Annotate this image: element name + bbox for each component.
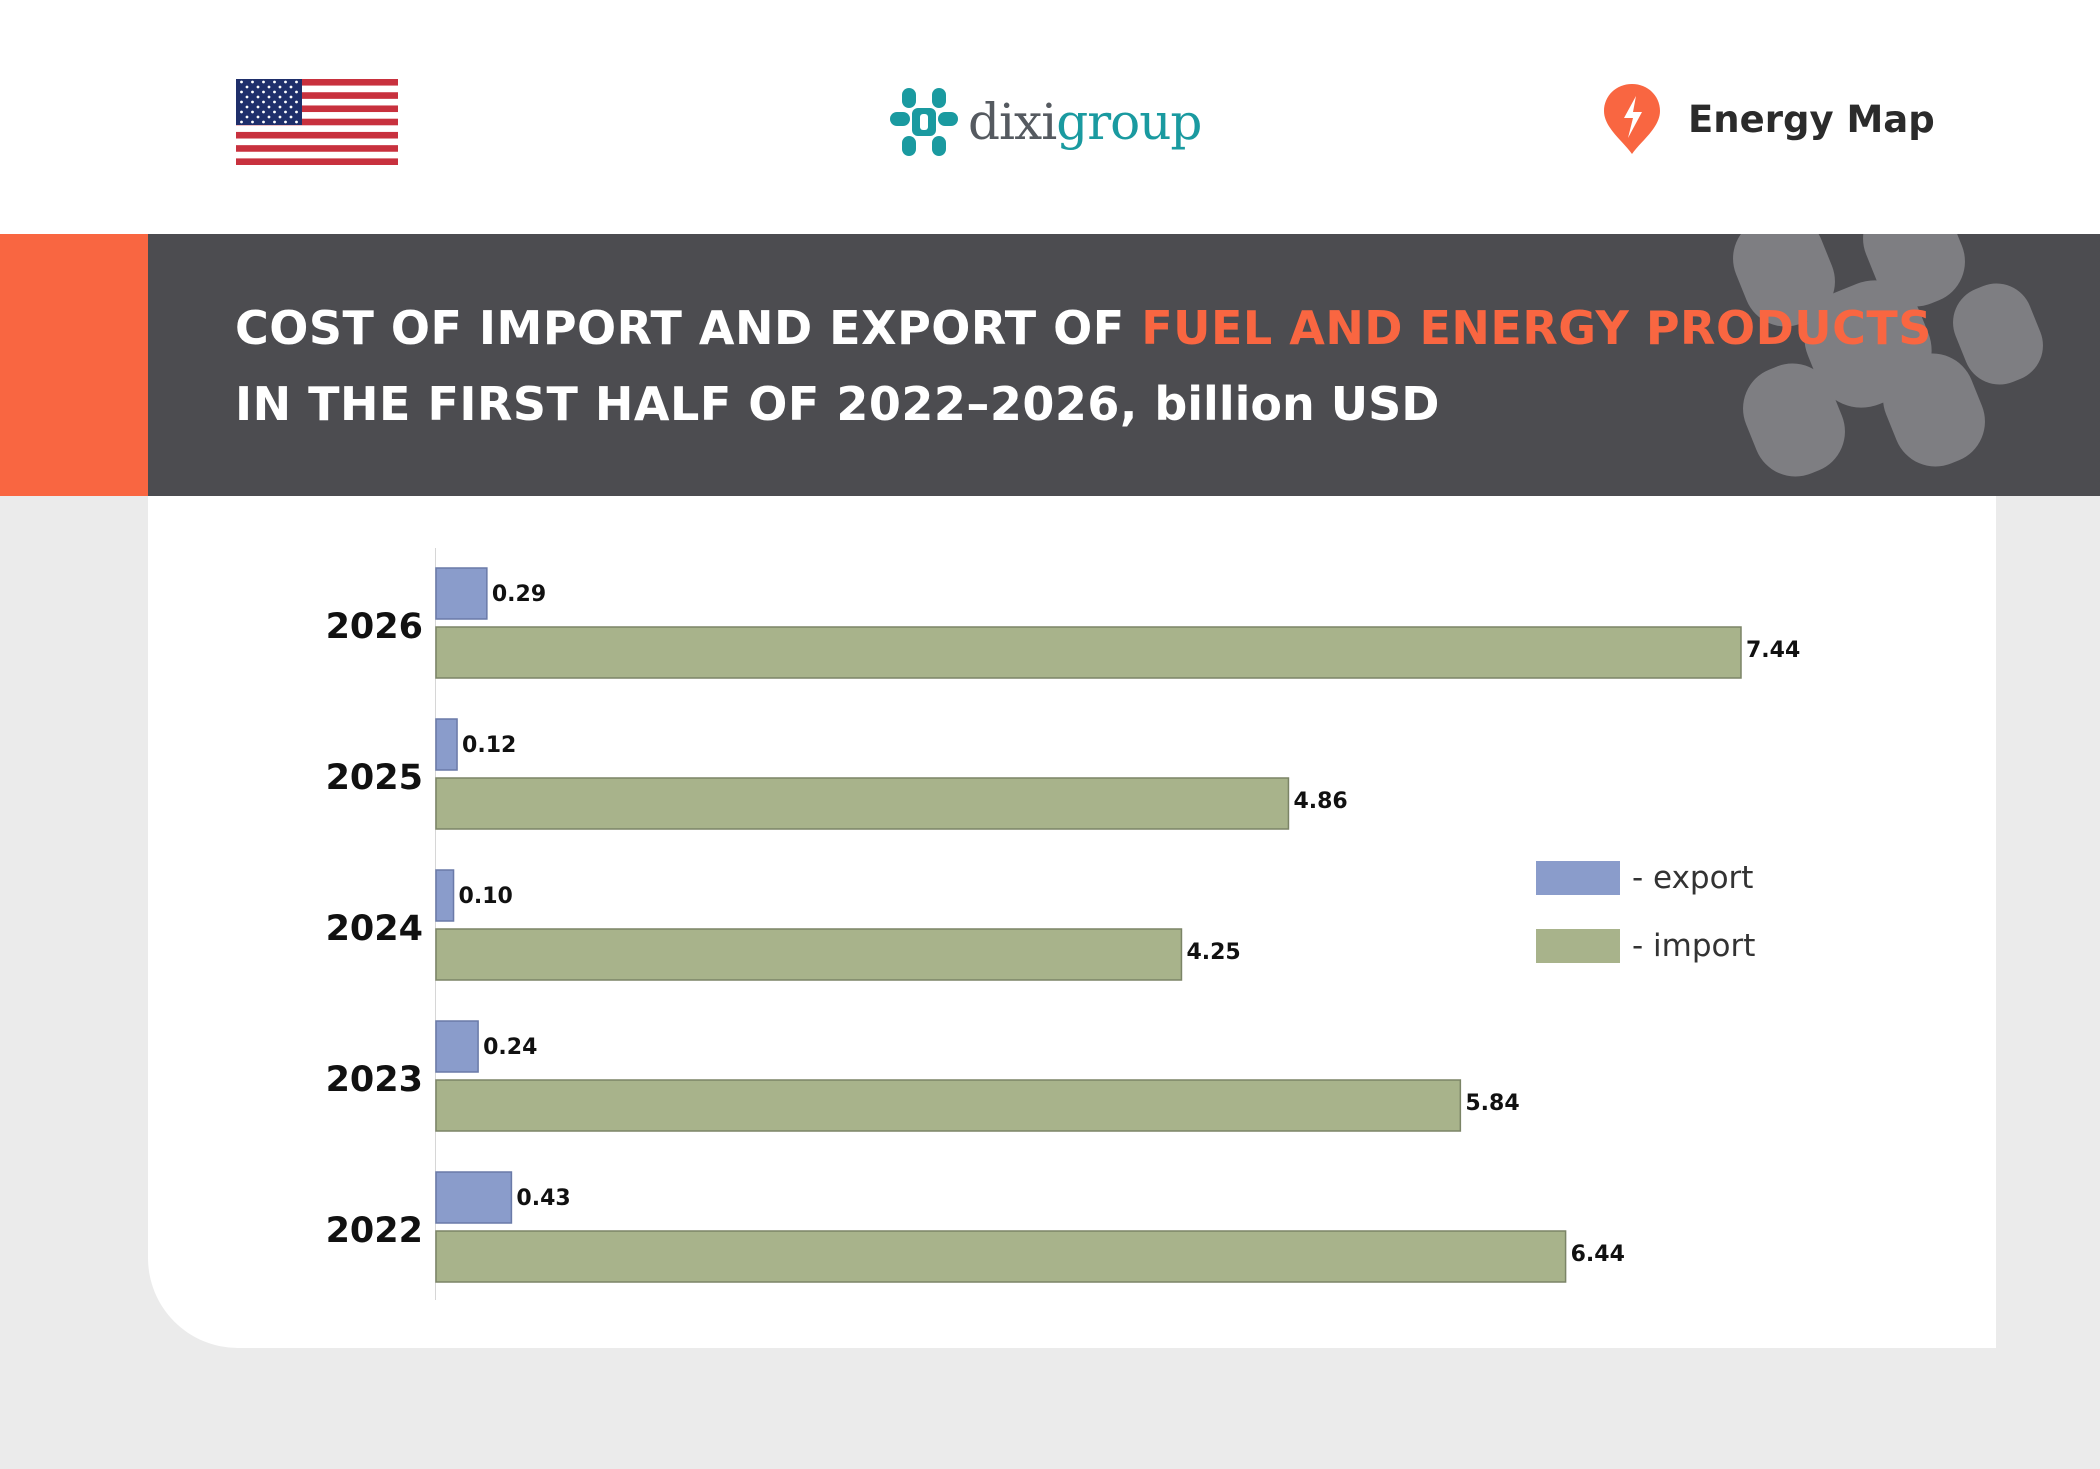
top-header: dixigroup Energy Map <box>0 0 2100 234</box>
energy-map-pin-icon <box>1604 84 1660 154</box>
value-label-import-2022: 6.44 <box>1571 1242 1625 1267</box>
year-label-2022: 2022 <box>326 1211 423 1251</box>
year-label-2026: 2026 <box>326 607 423 647</box>
dixigroup-watermark-icon <box>1733 234 2043 477</box>
title-line1-prefix: COST OF IMPORT AND EXPORT OF <box>235 301 1142 355</box>
title-line2-unit: billion USD <box>1154 377 1440 431</box>
title-line2-main: IN THE FIRST HALF OF 2022–2026, <box>235 377 1155 431</box>
dixigroup-mark-icon <box>890 88 958 156</box>
bar-import-2022 <box>435 1230 1567 1283</box>
bar-export-2023 <box>435 1020 479 1073</box>
legend-swatch-import <box>1536 929 1620 963</box>
bar-import-2026 <box>435 626 1742 679</box>
dixigroup-logo: dixigroup <box>888 86 1202 158</box>
bar-export-2022 <box>435 1171 513 1224</box>
accent-strip <box>0 234 148 496</box>
value-label-import-2023: 5.84 <box>1465 1091 1519 1116</box>
year-label-2025: 2025 <box>326 758 423 798</box>
title-line1-highlight: FUEL AND ENERGY PRODUCTS <box>1141 301 1932 355</box>
value-label-export-2025: 0.12 <box>462 733 516 758</box>
value-label-import-2025: 4.86 <box>1293 789 1347 814</box>
us-flag-icon <box>236 79 398 165</box>
bar-export-2025 <box>435 718 458 771</box>
legend-swatch-export <box>1536 861 1620 895</box>
legend-label-export: - export <box>1632 860 1753 896</box>
value-label-export-2022: 0.43 <box>516 1186 570 1211</box>
value-label-export-2024: 0.10 <box>459 884 513 909</box>
value-label-import-2024: 4.25 <box>1186 940 1240 965</box>
bar-export-2024 <box>435 869 455 922</box>
energy-map-label: Energy Map <box>1688 97 1935 141</box>
bar-chart: 2026 0.29 7.44 2025 0.12 4.86 2024 0.10 4.25 2023… <box>326 548 1800 1300</box>
legend-label-import: - import <box>1632 928 1755 964</box>
bar-import-2023 <box>435 1079 1462 1132</box>
chart-title: COST OF IMPORT AND EXPORT OF FUEL AND EN… <box>235 290 1932 442</box>
bar-export-2026 <box>435 567 488 620</box>
energy-map-brand: Energy Map <box>1602 82 1935 156</box>
year-label-2024: 2024 <box>326 909 423 949</box>
value-label-export-2026: 0.29 <box>492 582 546 607</box>
dixigroup-wordmark: dixigroup <box>968 93 1202 151</box>
bar-import-2024 <box>435 928 1183 981</box>
value-label-export-2023: 0.24 <box>483 1035 537 1060</box>
title-banner: COST OF IMPORT AND EXPORT OF FUEL AND EN… <box>148 234 2100 496</box>
value-label-import-2026: 7.44 <box>1746 638 1800 663</box>
bar-import-2025 <box>435 777 1290 830</box>
chart-card: 2026 0.29 7.44 2025 0.12 4.86 2024 0.10 4.25 2023… <box>148 496 1996 1348</box>
year-label-2023: 2023 <box>326 1060 423 1100</box>
